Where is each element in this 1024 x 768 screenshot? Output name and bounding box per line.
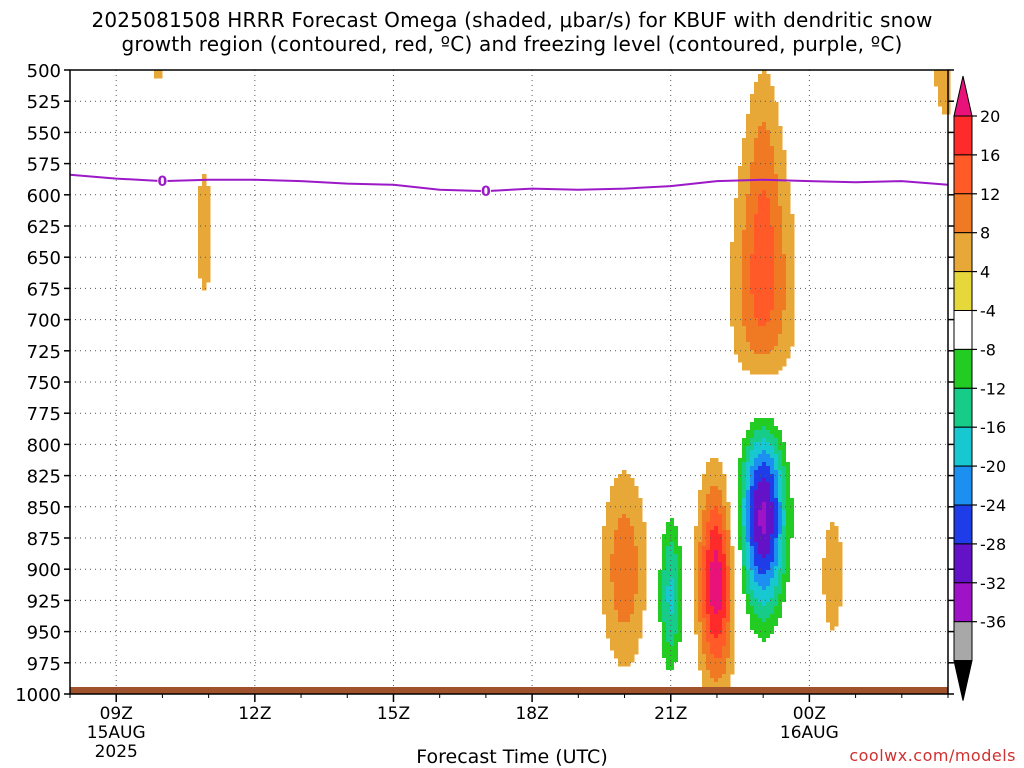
y-tick-label: 875 xyxy=(27,529,61,550)
y-tick-label: 750 xyxy=(27,373,61,394)
colorbar-segment xyxy=(953,154,973,195)
y-tick-label: 1000 xyxy=(15,685,61,706)
y-tick-label: 775 xyxy=(27,404,61,425)
y-tick-label: 575 xyxy=(27,155,61,176)
y-tick-label: 900 xyxy=(27,560,61,581)
colorbar-label: 16 xyxy=(980,146,1000,165)
y-tick-label: 700 xyxy=(27,311,61,332)
ground-strip xyxy=(70,687,948,694)
title-line-2: growth region (contoured, red, ºC) and f… xyxy=(121,32,903,56)
chart-title: 2025081508 HRRR Forecast Omega (shaded, … xyxy=(0,8,1024,56)
y-tick-label: 600 xyxy=(27,186,61,207)
x-axis-label: Forecast Time (UTC) xyxy=(416,746,608,768)
x-tick-label: 15Z xyxy=(377,704,410,724)
x-tick-label: 00Z xyxy=(793,704,826,724)
pressure-axis: 500 525 550 575 600 625 650 675 700 725 750 775 800 8… xyxy=(15,61,954,706)
colorbar-segment xyxy=(953,115,973,156)
colorbar-label: -4 xyxy=(980,302,996,321)
freezing-level: 00 xyxy=(69,173,949,200)
freezing-level-line xyxy=(69,173,949,193)
ground-layer xyxy=(70,687,948,694)
colorbar-segment xyxy=(953,348,973,389)
colorbar-label: 4 xyxy=(980,263,990,282)
title-line-1: 2025081508 HRRR Forecast Omega (shaded, … xyxy=(91,8,933,32)
y-tick-label: 550 xyxy=(27,123,61,144)
x-tick-sublabel: 2025 xyxy=(95,742,138,762)
colorbar: 20 16 12 8 4 -4 -8 -12 -16 -20 -24 -28 -32 -36 xyxy=(953,75,1006,701)
freezing-level-label: 0 xyxy=(158,174,168,190)
colorbar-segment xyxy=(953,271,973,312)
colorbar-segment xyxy=(953,426,973,467)
colorbar-segment xyxy=(953,387,973,428)
x-tick-label: 21Z xyxy=(654,704,687,724)
x-tick-label: 09Z xyxy=(100,704,133,724)
y-tick-label: 725 xyxy=(27,342,61,363)
colorbar-label: -8 xyxy=(980,340,996,359)
colorbar-label: -24 xyxy=(980,496,1006,515)
colorbar-segment xyxy=(953,465,973,506)
y-tick-label: 675 xyxy=(27,279,61,300)
freezing-level-label: 0 xyxy=(481,184,491,200)
plot-border xyxy=(69,69,949,695)
colorbar-bottom-arrow xyxy=(953,660,973,701)
x-tick-sublabel: 16AUG xyxy=(780,723,839,743)
x-tick-label: 18Z xyxy=(515,704,548,724)
y-tick-label: 925 xyxy=(27,591,61,612)
y-tick-label: 625 xyxy=(27,217,61,238)
y-tick-label: 525 xyxy=(27,92,61,113)
colorbar-label: 12 xyxy=(980,185,1000,204)
colorbar-label: -36 xyxy=(980,613,1006,632)
colorbar-label: -32 xyxy=(980,574,1006,593)
colorbar-label: -20 xyxy=(980,457,1006,476)
credit-link[interactable]: coolwx.com/models xyxy=(849,746,1016,765)
colorbar-segment xyxy=(953,232,973,273)
y-tick-label: 500 xyxy=(27,61,61,82)
y-tick-label: 800 xyxy=(27,435,61,456)
colorbar-top-arrow xyxy=(953,75,973,117)
colorbar-label: 20 xyxy=(980,107,1000,126)
colorbar-segment xyxy=(953,504,973,545)
y-tick-label: 850 xyxy=(27,498,61,519)
colorbar-segment xyxy=(953,543,973,584)
colorbar-label: -16 xyxy=(980,418,1006,437)
colorbar-segment xyxy=(953,582,973,623)
y-tick-label: 650 xyxy=(27,248,61,269)
colorbar-label: 8 xyxy=(980,224,990,243)
x-tick-sublabel: 15AUG xyxy=(87,723,146,743)
colorbar-segment xyxy=(953,621,973,662)
grid xyxy=(70,70,948,694)
y-tick-label: 950 xyxy=(27,623,61,644)
plot-frame xyxy=(69,69,949,695)
colorbar-segment xyxy=(953,193,973,234)
colorbar-label: -28 xyxy=(980,535,1006,554)
y-tick-label: 825 xyxy=(27,467,61,488)
colorbar-label: -12 xyxy=(980,379,1006,398)
colorbar-segment xyxy=(953,310,973,350)
x-tick-label: 12Z xyxy=(238,704,271,724)
y-tick-label: 975 xyxy=(27,654,61,675)
